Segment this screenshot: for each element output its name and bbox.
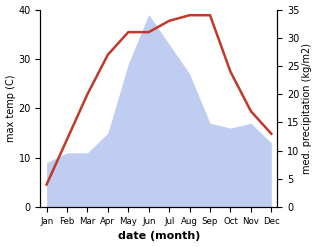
X-axis label: date (month): date (month): [118, 231, 200, 242]
Y-axis label: max temp (C): max temp (C): [5, 75, 16, 142]
Y-axis label: med. precipitation (kg/m2): med. precipitation (kg/m2): [302, 43, 313, 174]
